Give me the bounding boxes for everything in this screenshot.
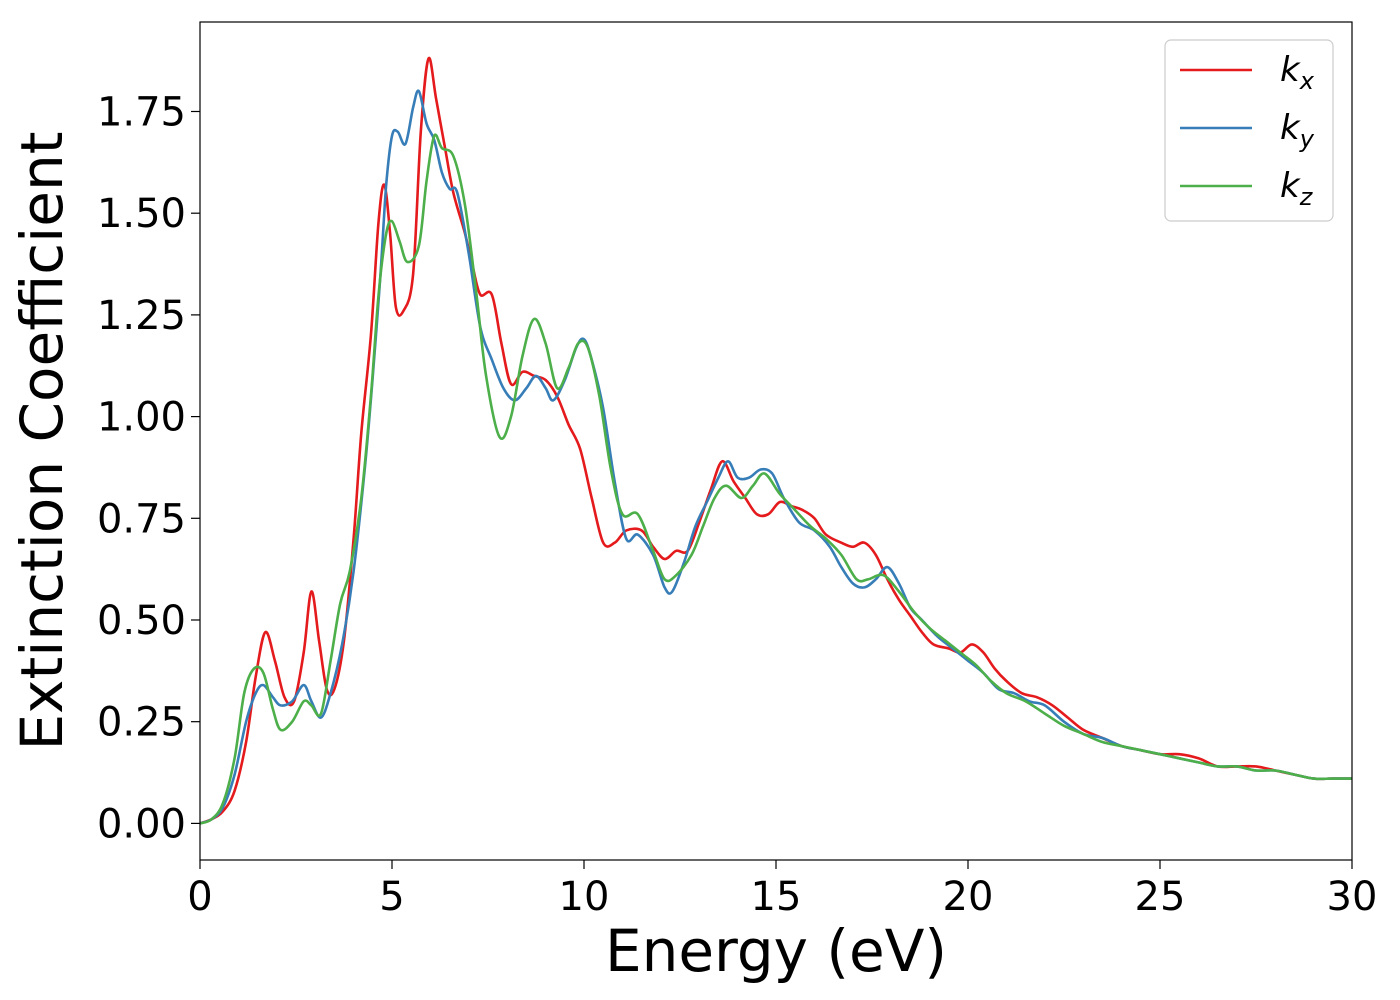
y-tick-label: 0.75 — [97, 496, 186, 542]
y-tick-label: 1.75 — [97, 89, 186, 135]
y-tick-label: 1.25 — [97, 293, 186, 339]
legend-label-ky: ky — [1280, 108, 1315, 153]
x-axis-title: Energy (eV) — [605, 917, 947, 985]
y-tick-label: 1.50 — [97, 191, 186, 237]
series-layer — [200, 56, 1352, 825]
legend-label-main: k — [1280, 108, 1301, 148]
legend-label-main: k — [1280, 50, 1301, 90]
x-tick-label: 15 — [751, 874, 802, 920]
y-tick-label: 0.00 — [97, 801, 186, 847]
legend-label-kz: kz — [1280, 166, 1314, 211]
legend-label-subscript: z — [1299, 183, 1314, 211]
x-tick-label: 20 — [943, 874, 994, 920]
y-axis-title: Extinction Coefficient — [8, 132, 76, 751]
series-line-kx — [200, 56, 1352, 825]
legend-label-main: k — [1280, 166, 1301, 206]
series-line-kz — [200, 133, 1352, 825]
x-tick-label: 5 — [379, 874, 404, 920]
legend-label-subscript: y — [1299, 125, 1315, 153]
x-axis-ticks: 0 5 10 15 20 25 30 — [187, 860, 1377, 920]
x-tick-label: 10 — [559, 874, 610, 920]
legend-box — [1164, 39, 1334, 222]
y-tick-label: 1.00 — [97, 395, 186, 441]
x-tick-label: 30 — [1327, 874, 1378, 920]
x-tick-label: 0 — [187, 874, 212, 920]
y-axis-ticks: 0.00 0.25 0.50 0.75 1.00 1.25 1.50 1.75 — [97, 89, 200, 847]
legend-label-kx: kx — [1280, 50, 1315, 95]
y-tick-label: 0.25 — [97, 700, 186, 746]
x-tick-label: 25 — [1135, 874, 1186, 920]
y-tick-label: 0.50 — [97, 598, 186, 644]
legend-label-subscript: x — [1299, 67, 1315, 95]
